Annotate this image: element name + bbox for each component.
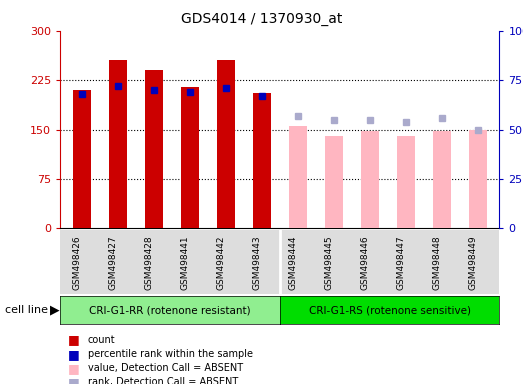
Text: GSM498428: GSM498428 — [145, 235, 154, 290]
Text: count: count — [88, 335, 116, 345]
Bar — [109, 60, 127, 228]
Text: GSM498445: GSM498445 — [325, 235, 334, 290]
Text: ■: ■ — [68, 362, 79, 375]
Text: rank, Detection Call = ABSENT: rank, Detection Call = ABSENT — [88, 377, 238, 384]
Text: CRI-G1-RS (rotenone sensitive): CRI-G1-RS (rotenone sensitive) — [309, 305, 471, 315]
Bar — [325, 136, 343, 228]
Bar — [217, 60, 235, 228]
Text: GSM498448: GSM498448 — [433, 235, 442, 290]
Bar — [469, 129, 487, 228]
Bar — [145, 70, 163, 228]
Text: ■: ■ — [68, 333, 79, 346]
Text: value, Detection Call = ABSENT: value, Detection Call = ABSENT — [88, 363, 243, 373]
Text: percentile rank within the sample: percentile rank within the sample — [88, 349, 253, 359]
Bar — [289, 126, 307, 228]
Bar — [253, 93, 271, 228]
Text: ▶: ▶ — [50, 304, 60, 317]
Text: cell line: cell line — [5, 305, 48, 315]
Text: GSM498444: GSM498444 — [289, 235, 298, 290]
Text: GSM498449: GSM498449 — [469, 235, 478, 290]
Bar — [73, 90, 91, 228]
Text: GSM498426: GSM498426 — [73, 235, 82, 290]
Bar — [181, 87, 199, 228]
Text: GSM498443: GSM498443 — [253, 235, 262, 290]
Text: GDS4014 / 1370930_at: GDS4014 / 1370930_at — [181, 12, 342, 25]
Text: GSM498442: GSM498442 — [217, 235, 226, 290]
Text: CRI-G1-RR (rotenone resistant): CRI-G1-RR (rotenone resistant) — [89, 305, 251, 315]
Bar — [433, 131, 451, 228]
Bar — [397, 136, 415, 228]
Text: GSM498427: GSM498427 — [109, 235, 118, 290]
Text: GSM498447: GSM498447 — [397, 235, 406, 290]
Text: ■: ■ — [68, 376, 79, 384]
Text: ■: ■ — [68, 348, 79, 361]
Bar — [361, 131, 379, 228]
Text: GSM498441: GSM498441 — [181, 235, 190, 290]
Text: GSM498446: GSM498446 — [361, 235, 370, 290]
